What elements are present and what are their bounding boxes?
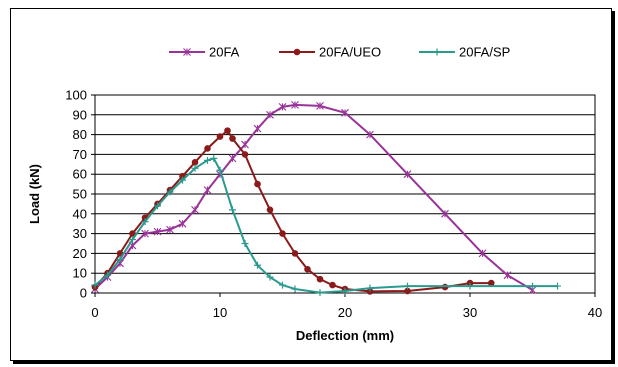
data-point: [210, 154, 218, 162]
data-point: [554, 282, 561, 290]
data-point: [166, 188, 174, 196]
data-point: [291, 101, 299, 109]
data-point: [316, 102, 324, 110]
x-tick-label: 40: [588, 305, 602, 320]
data-point: [178, 219, 187, 228]
x-tick-label: 20: [338, 305, 352, 320]
data-point: [191, 159, 199, 166]
data-point: [141, 229, 149, 238]
data-point: [204, 145, 211, 152]
line-chart: 20FA 20FA/UEO 20FA/SP 0 10 20 30 40 50 60 70 80 90 1…: [27, 45, 602, 344]
data-point: [203, 186, 212, 194]
data-point: [253, 124, 262, 133]
y-tick-label: 90: [73, 107, 87, 122]
data-point: [466, 282, 474, 290]
data-point: [228, 154, 237, 163]
data-point: [229, 206, 236, 214]
data-point: [153, 227, 162, 236]
legend-label: 20FA/UEO: [319, 45, 381, 60]
data-point: [291, 285, 299, 293]
data-point: [91, 281, 99, 289]
legend-label: 20FA/SP: [459, 45, 510, 60]
data-point: [529, 282, 536, 290]
data-point: [366, 130, 374, 139]
y-tick-label: 0: [80, 286, 87, 301]
data-point: [366, 284, 374, 292]
data-point: [291, 250, 299, 257]
data-point: [478, 249, 487, 258]
y-tick-label: 60: [73, 167, 87, 182]
data-point: [241, 140, 249, 149]
chart-frame: 20FA 20FA/UEO 20FA/SP 0 10 20 30 40 50 60 70 80 90 1…: [10, 8, 612, 361]
data-point: [279, 230, 286, 237]
data-point: [216, 133, 224, 140]
series-20fa: [91, 101, 537, 294]
data-point: [216, 166, 224, 174]
data-point: [441, 209, 449, 218]
data-point: [254, 180, 261, 188]
series-20fa-sp: [91, 154, 561, 297]
data-point: [304, 265, 311, 273]
legend: 20FA 20FA/UEO 20FA/SP: [169, 45, 510, 60]
x-axis-ticks: 0 10 20 30 40: [91, 293, 602, 320]
data-point: [433, 48, 441, 56]
legend-label: 20FA: [209, 45, 240, 60]
data-point: [141, 218, 149, 226]
data-point: [191, 164, 199, 172]
data-point: [166, 225, 174, 234]
y-axis-ticks: 0 10 20 30 40 50 60 70 80 90 100: [65, 88, 95, 301]
legend-item: 20FA/SP: [419, 45, 510, 60]
y-tick-label: 40: [73, 206, 87, 221]
y-tick-label: 50: [73, 187, 87, 202]
data-point: [316, 275, 324, 283]
x-axis-title: Deflection (mm): [296, 328, 394, 343]
data-point: [503, 271, 512, 280]
data-point: [183, 48, 191, 56]
data-point: [204, 156, 211, 164]
y-tick-label: 10: [73, 266, 87, 281]
data-point: [179, 176, 186, 184]
data-point: [404, 282, 411, 290]
data-point: [266, 273, 274, 281]
data-point: [293, 48, 301, 56]
data-point: [241, 240, 249, 247]
data-point: [224, 127, 231, 134]
series-20fa-ueo: [91, 127, 495, 295]
gridlines: [95, 114, 595, 274]
data-point: [129, 236, 136, 244]
y-tick-label: 30: [73, 226, 87, 241]
data-point: [116, 255, 124, 263]
y-axis-title: Load (kN): [27, 164, 42, 224]
data-point: [254, 261, 261, 269]
data-point: [341, 287, 349, 295]
legend-item: 20FA: [169, 45, 240, 60]
data-point: [154, 202, 161, 210]
series-line: [94, 157, 558, 294]
x-tick-label: 0: [91, 305, 98, 320]
data-point: [316, 289, 324, 297]
data-point: [266, 206, 274, 214]
data-point: [229, 135, 236, 142]
x-tick-label: 10: [213, 305, 227, 320]
data-point: [191, 205, 199, 214]
series-line: [94, 103, 534, 291]
data-point: [278, 102, 287, 111]
y-tick-label: 20: [73, 246, 87, 261]
y-tick-label: 70: [73, 147, 87, 162]
y-tick-label: 80: [73, 127, 87, 142]
series-layer: [91, 101, 561, 297]
data-point: [403, 170, 412, 179]
data-point: [241, 151, 249, 158]
data-point: [279, 281, 286, 289]
data-point: [266, 110, 274, 119]
data-point: [104, 271, 111, 279]
legend-item: 20FA/UEO: [279, 45, 381, 60]
data-point: [341, 108, 349, 117]
y-tick-label: 100: [65, 88, 87, 103]
data-point: [487, 279, 495, 287]
x-tick-label: 30: [463, 305, 477, 320]
data-point: [329, 281, 336, 289]
